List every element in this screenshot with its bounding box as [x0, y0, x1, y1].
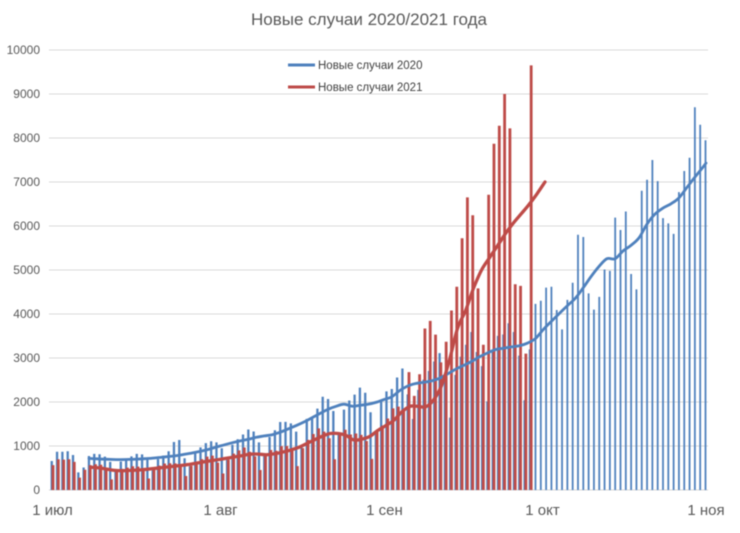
- svg-text:2000: 2000: [13, 395, 40, 409]
- svg-text:10000: 10000: [7, 43, 41, 57]
- svg-text:1 июл: 1 июл: [32, 502, 73, 519]
- svg-text:Новые случаи 2020: Новые случаи 2020: [318, 60, 422, 72]
- svg-text:6000: 6000: [13, 219, 40, 233]
- svg-text:1 сен: 1 сен: [366, 502, 403, 519]
- svg-text:8000: 8000: [13, 131, 40, 145]
- svg-text:4000: 4000: [13, 307, 40, 321]
- svg-text:Новые случаи 2020/2021 года: Новые случаи 2020/2021 года: [251, 10, 488, 29]
- svg-text:5000: 5000: [13, 263, 40, 277]
- svg-text:1 ноя: 1 ноя: [687, 502, 724, 519]
- svg-text:9000: 9000: [13, 87, 40, 101]
- svg-text:1 авг: 1 авг: [203, 502, 238, 519]
- svg-text:0: 0: [33, 483, 40, 497]
- svg-text:1 окт: 1 окт: [525, 502, 560, 519]
- svg-text:1000: 1000: [13, 439, 40, 453]
- svg-text:7000: 7000: [13, 175, 40, 189]
- svg-text:Новые случаи 2021: Новые случаи 2021: [318, 82, 422, 94]
- svg-text:3000: 3000: [13, 351, 40, 365]
